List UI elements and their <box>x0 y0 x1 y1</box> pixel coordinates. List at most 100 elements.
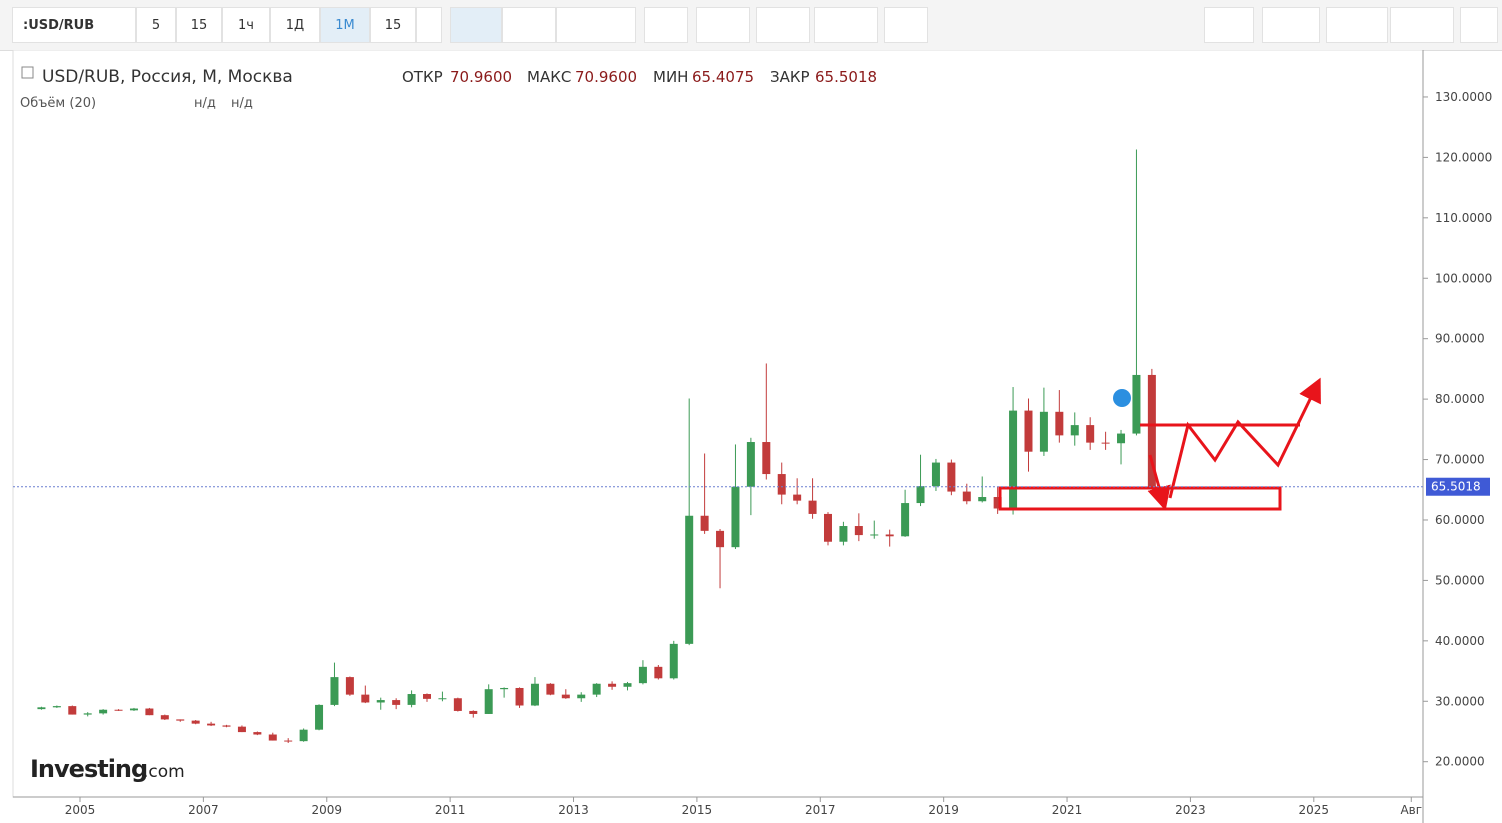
candle-body <box>885 534 894 537</box>
y-tick-label: 50.0000 <box>1435 573 1485 587</box>
arrow <box>1147 454 1171 511</box>
indicators-button[interactable] <box>556 7 636 43</box>
x-tick-label: Авг <box>1400 803 1422 817</box>
candle-body <box>145 708 154 716</box>
candle-body <box>222 725 231 727</box>
candle-body <box>731 486 740 548</box>
candle-body <box>700 515 709 531</box>
x-tick-label: 2009 <box>311 803 342 817</box>
toolbar: :USD/RUB 5 15 1ч 1Д 1М 15 <box>0 0 1502 51</box>
interval-button[interactable]: 15 <box>176 7 222 43</box>
x-tick-label: 2013 <box>558 803 589 817</box>
candle-body <box>423 694 432 699</box>
interval-button[interactable]: 15 <box>370 7 416 43</box>
candle-body <box>68 706 77 715</box>
x-tick-label: 2011 <box>435 803 466 817</box>
y-tick-label: 90.0000 <box>1435 332 1485 346</box>
compare-button[interactable] <box>756 7 810 43</box>
settings-button[interactable] <box>644 7 688 43</box>
download-button[interactable] <box>1326 7 1388 43</box>
candle-body <box>623 683 632 687</box>
candle-body <box>854 526 863 536</box>
candle-body <box>330 677 339 705</box>
candle-body <box>870 534 879 536</box>
interval-button[interactable]: 5 <box>136 7 176 43</box>
volume-label: Объём (20) <box>20 96 96 111</box>
candles <box>37 149 1156 743</box>
studies-button[interactable] <box>696 7 750 43</box>
candle-body <box>37 707 46 710</box>
candle-body <box>515 687 524 706</box>
color-button[interactable] <box>1262 7 1320 43</box>
candle-body <box>1070 425 1079 436</box>
candle-body <box>546 683 555 695</box>
candle-body <box>1086 425 1095 443</box>
candle-body <box>608 683 617 687</box>
candle-body <box>823 513 832 542</box>
candles-button[interactable] <box>450 7 502 43</box>
undo-redo[interactable] <box>814 7 878 43</box>
candle-body <box>407 694 416 705</box>
screenshot-button[interactable] <box>1204 7 1254 43</box>
y-tick-label: 130.0000 <box>1435 90 1492 104</box>
interval-button[interactable]: 1М <box>320 7 370 43</box>
candle-body <box>808 500 817 514</box>
candle-body <box>530 683 539 706</box>
interval-button[interactable]: 1Д <box>270 7 320 43</box>
y-tick-label: 110.0000 <box>1435 211 1492 225</box>
x-tick-label: 2017 <box>805 803 836 817</box>
candle-body <box>345 677 354 695</box>
y-tick-label: 100.0000 <box>1435 271 1492 285</box>
symbol-input[interactable]: :USD/RUB <box>12 7 136 43</box>
event-marker <box>1113 389 1131 407</box>
y-tick-label: 80.0000 <box>1435 392 1485 406</box>
candle-body <box>299 729 308 742</box>
candle-body <box>469 710 478 714</box>
candle-body <box>376 700 385 703</box>
ohlc-label: ЗАКР <box>770 68 810 86</box>
candle-body <box>52 706 61 708</box>
candle-body <box>638 666 647 684</box>
alert-button[interactable] <box>884 7 928 43</box>
candle-body <box>160 715 169 720</box>
y-tick-label: 40.0000 <box>1435 634 1485 648</box>
candle-body <box>1132 374 1141 434</box>
x-tick-label: 2025 <box>1299 803 1330 817</box>
candle-body <box>284 740 293 742</box>
upload-button[interactable] <box>1390 7 1454 43</box>
candle-body <box>83 713 92 715</box>
ohlc-label: ОТКР <box>402 68 443 86</box>
candle-body <box>592 683 601 695</box>
candle-body <box>978 497 987 502</box>
candle-body <box>962 491 971 502</box>
candle-body <box>901 503 910 537</box>
candle-body <box>746 442 755 487</box>
candle-body <box>993 497 1002 509</box>
x-tick-label: 2021 <box>1052 803 1083 817</box>
candle-body <box>453 698 462 711</box>
ohlc-label: МИН <box>653 68 688 86</box>
dropdown[interactable] <box>416 7 442 43</box>
chart-title: USD/RUB, Россия, М, Москва <box>42 67 293 87</box>
candle-body <box>392 700 401 705</box>
line-button[interactable] <box>502 7 556 43</box>
y-tick-label: 120.0000 <box>1435 150 1492 164</box>
candle-body <box>685 515 694 644</box>
candle-body <box>1055 411 1064 436</box>
candle-body <box>839 526 848 542</box>
interval-button[interactable]: 1ч <box>222 7 270 43</box>
collapse-icon <box>21 66 34 79</box>
candle-body <box>438 698 447 700</box>
legend-header: USD/RUB, Россия, М, Москва ОТКР 70.9600 … <box>20 66 877 111</box>
candle-body <box>114 709 123 711</box>
candle-body <box>361 694 370 703</box>
fullscreen-button[interactable] <box>1460 7 1498 43</box>
candle-body <box>669 643 678 679</box>
x-tick-label: 2007 <box>188 803 219 817</box>
volume-value: н/д <box>194 96 216 111</box>
ohlc-label: МАКС <box>527 68 571 86</box>
candle-body <box>253 732 262 735</box>
candle-body <box>1147 374 1156 487</box>
candle-body <box>1117 433 1126 444</box>
